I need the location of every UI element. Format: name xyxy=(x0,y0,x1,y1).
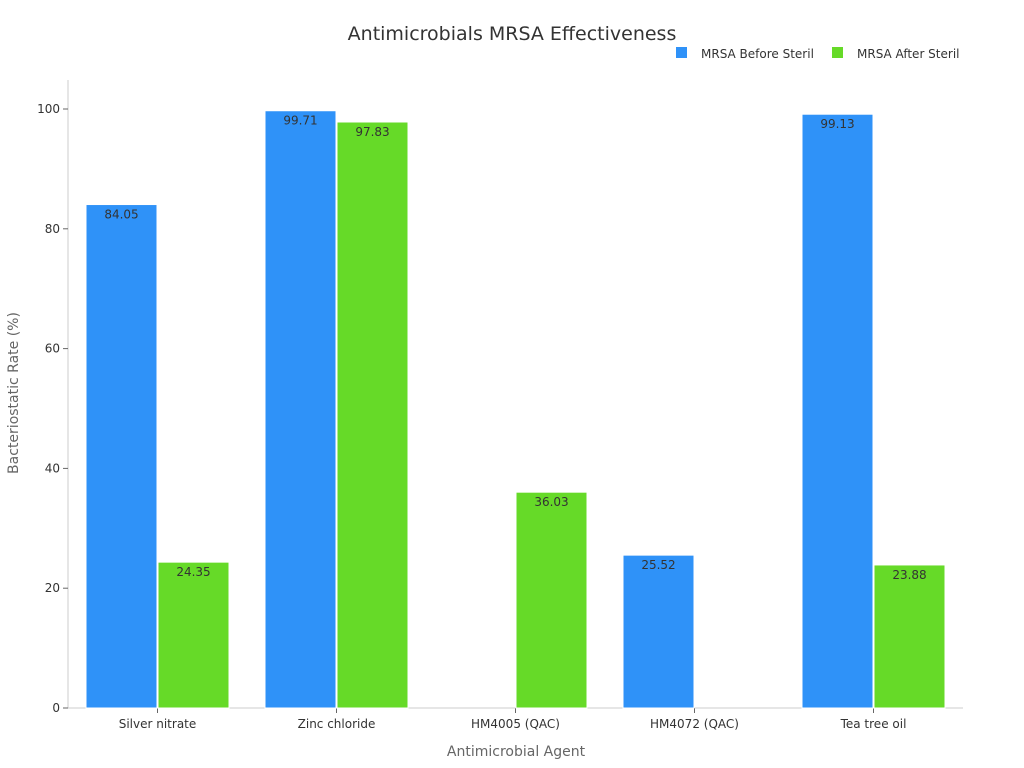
data-label: 24.35 xyxy=(176,565,210,579)
legend-swatch xyxy=(676,47,687,58)
legend: MRSA Before Steril MRSA After Steril xyxy=(676,47,960,61)
data-label: 99.13 xyxy=(820,117,854,131)
bar xyxy=(85,204,158,709)
data-label: 23.88 xyxy=(892,568,926,582)
y-tick-label: 80 xyxy=(45,222,60,236)
y-tick-label: 100 xyxy=(37,102,60,116)
legend-label: MRSA After Steril xyxy=(857,47,960,61)
x-tick-label: Zinc chloride xyxy=(298,717,376,731)
chart-title: Antimicrobials MRSA Effectiveness xyxy=(348,23,677,45)
bars: 84.05 24.35 99.71 97.83 36.03 25.52 99.13 23.88 xyxy=(85,110,946,709)
y-tick-label: 60 xyxy=(45,342,60,356)
bar xyxy=(515,491,588,709)
data-label: 25.52 xyxy=(641,558,675,572)
y-tick-label: 0 xyxy=(52,701,60,715)
legend-label: MRSA Before Steril xyxy=(701,47,814,61)
bar xyxy=(336,121,409,709)
y-tick-label: 20 xyxy=(45,581,60,595)
data-label: 84.05 xyxy=(104,208,138,222)
bar xyxy=(801,113,874,709)
y-tick-label: 40 xyxy=(45,461,60,475)
bar xyxy=(873,564,946,709)
data-label: 99.71 xyxy=(283,114,317,128)
bar xyxy=(622,554,695,709)
bar xyxy=(157,561,230,709)
data-label: 97.83 xyxy=(355,125,389,139)
x-axis-label: Antimicrobial Agent xyxy=(447,744,586,760)
legend-swatch xyxy=(832,47,843,58)
x-tick-label: Silver nitrate xyxy=(119,717,197,731)
axes: 0 20 40 60 80 100 Silver nitrate Zinc chloride H… xyxy=(37,80,963,731)
bar xyxy=(264,110,337,709)
data-label: 36.03 xyxy=(534,495,568,509)
y-axis-label: Bacteriostatic Rate (%) xyxy=(6,312,22,474)
x-tick-label: Tea tree oil xyxy=(840,717,907,731)
x-tick-label: HM4072 (QAC) xyxy=(650,717,739,731)
x-tick-label: HM4005 (QAC) xyxy=(471,717,560,731)
